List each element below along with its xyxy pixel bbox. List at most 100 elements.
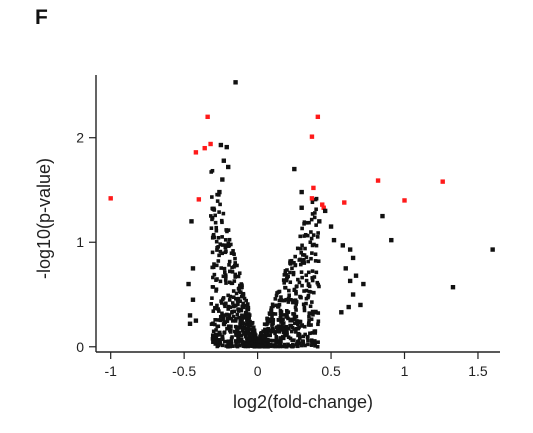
background-point	[246, 312, 251, 316]
background-point	[297, 280, 302, 285]
background-point	[313, 344, 317, 348]
background-point	[244, 298, 248, 303]
background-point	[219, 266, 224, 270]
background-point	[302, 222, 306, 226]
background-point	[234, 342, 238, 346]
background-point	[300, 226, 304, 231]
background-point	[215, 303, 219, 308]
background-point	[299, 247, 303, 251]
background-point	[228, 330, 233, 334]
background-point	[304, 278, 309, 283]
background-point	[228, 294, 233, 299]
background-point	[281, 330, 286, 335]
background-point	[230, 319, 235, 323]
background-point	[270, 323, 274, 327]
data-point	[343, 266, 348, 271]
x-tick-label: 1	[401, 363, 409, 379]
background-point	[281, 327, 286, 331]
background-point	[313, 340, 317, 345]
background-point	[292, 344, 296, 348]
background-point	[229, 336, 234, 341]
background-point	[223, 339, 227, 344]
background-point	[231, 249, 235, 253]
background-point	[230, 344, 235, 348]
background-point	[300, 339, 304, 343]
data-point	[317, 219, 322, 224]
background-point	[310, 269, 315, 273]
background-point	[265, 319, 270, 323]
background-point	[261, 335, 266, 340]
background-point	[298, 257, 302, 262]
background-point	[274, 337, 279, 342]
background-point	[240, 339, 245, 344]
background-point	[277, 289, 282, 294]
background-point	[214, 225, 219, 230]
background-point	[242, 326, 246, 331]
background-point	[230, 311, 234, 315]
background-point	[233, 324, 238, 329]
background-point	[216, 307, 220, 311]
background-point	[220, 243, 225, 247]
background-point	[215, 277, 219, 281]
background-point	[236, 337, 240, 341]
background-point	[258, 344, 263, 348]
background-point	[268, 312, 272, 316]
background-point	[227, 237, 232, 242]
background-point	[282, 313, 286, 317]
background-point	[296, 331, 301, 336]
background-point	[245, 319, 250, 324]
background-point	[260, 344, 265, 348]
background-point	[221, 315, 226, 319]
background-point	[293, 305, 298, 310]
background-point	[253, 336, 257, 340]
background-point	[309, 236, 314, 241]
background-point	[213, 213, 217, 218]
data-point	[224, 144, 229, 150]
background-point	[221, 337, 225, 342]
data-point	[358, 302, 363, 308]
x-tick-label: 0.5	[321, 363, 341, 379]
background-point	[235, 312, 240, 317]
background-point	[245, 336, 249, 341]
background-point	[236, 274, 241, 279]
background-point	[219, 301, 224, 305]
background-point	[232, 263, 237, 268]
background-point	[287, 327, 291, 331]
background-point	[218, 279, 223, 284]
x-axis-title: log2(fold-change)	[233, 392, 373, 412]
background-point	[310, 309, 315, 314]
background-point	[278, 327, 283, 332]
background-point	[284, 324, 289, 329]
background-point	[312, 275, 317, 279]
background-point	[296, 326, 301, 331]
background-point	[233, 256, 237, 261]
background-point	[246, 339, 250, 344]
background-point	[227, 263, 231, 267]
background-point	[286, 296, 291, 301]
x-tick-label: 0	[254, 363, 262, 379]
significant-point	[309, 196, 315, 201]
background-point	[257, 339, 262, 344]
background-point	[317, 284, 321, 289]
background-point	[265, 322, 269, 327]
background-point	[210, 250, 215, 255]
background-point	[218, 318, 223, 323]
x-tick-label: 1.5	[468, 363, 488, 379]
background-point	[228, 305, 232, 309]
background-point	[223, 278, 228, 282]
background-point	[234, 303, 238, 308]
background-point	[271, 311, 275, 316]
background-point	[294, 330, 298, 334]
background-point	[304, 301, 308, 306]
background-point	[310, 243, 315, 248]
background-point	[287, 288, 291, 293]
background-point	[220, 235, 224, 239]
background-point	[249, 344, 254, 348]
background-point	[301, 302, 306, 307]
background-point	[311, 233, 316, 237]
background-point	[210, 236, 215, 240]
background-point	[293, 315, 297, 319]
background-point	[282, 342, 287, 347]
background-point	[248, 319, 252, 324]
background-point	[222, 270, 227, 275]
